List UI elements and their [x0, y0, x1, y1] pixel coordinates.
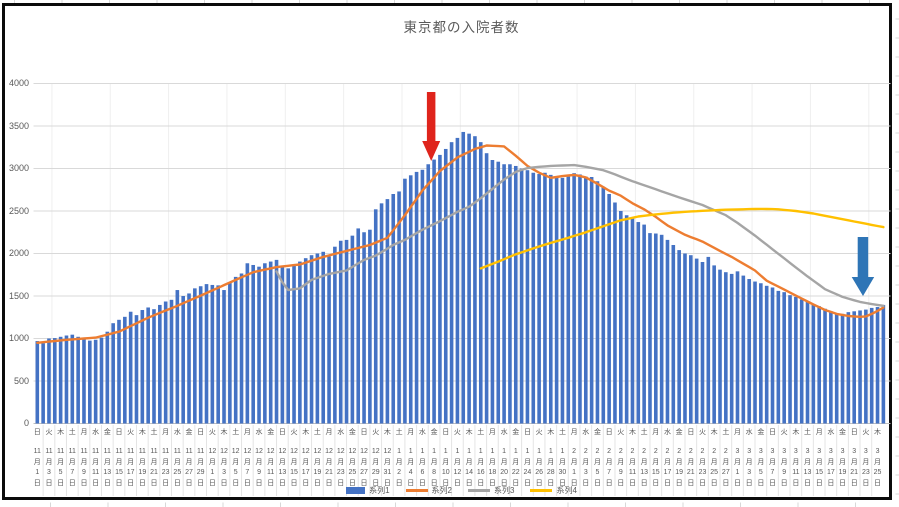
x-tick-label: 火 1 月 26 日	[535, 429, 543, 487]
x-tick-label: 火 2 月 23 日	[698, 429, 707, 487]
x-tick-label: 水 12 月 23 日	[336, 429, 345, 487]
x-tick-label: 月 11 月 9 日	[80, 429, 88, 487]
x-tick-label: 土 11 月 7 日	[68, 429, 76, 487]
legend-item[interactable]: 系列4	[530, 485, 577, 496]
x-tick-label: 木 1 月 28 日	[546, 429, 555, 487]
x-tick-label: 日 11 月 15 日	[115, 429, 123, 487]
x-tick-label: 土 12 月 19 日	[313, 429, 322, 487]
x-tick-label: 日 11 月 1 日	[33, 429, 41, 487]
x-tick-label: 月 3 月 15 日	[815, 429, 824, 487]
y-tick-label: 1000	[8, 333, 29, 343]
y-tick-label: 1500	[8, 290, 29, 301]
chart-title: 東京都の入院者数	[403, 20, 520, 35]
legend-label: 系列3	[494, 485, 515, 495]
y-tick-label: 3500	[8, 120, 29, 131]
x-tick-label: 金 11 月 27 日	[185, 429, 193, 487]
x-tick-label: 火 1 月 12 日	[453, 429, 462, 487]
x-tick-label: 日 12 月 13 日	[278, 429, 287, 487]
x-tick-label: 木 2 月 25 日	[710, 429, 719, 487]
x-tick-label: 日 12 月 27 日	[360, 429, 368, 487]
x-tick-label: 土 1 月 30 日	[558, 429, 567, 487]
y-tick-label: 4000	[8, 78, 29, 88]
y-tick-label: 3000	[8, 163, 29, 173]
x-tick-label: 火 3 月 23 日	[861, 429, 870, 487]
x-tick-label: 火 12 月 15 日	[290, 429, 298, 487]
x-tick-label: 月 2 月 15 日	[651, 429, 660, 487]
x-tick-label: 金 3 月 19 日	[838, 429, 847, 487]
y-tick-label: 2000	[8, 248, 29, 258]
x-tick-label: 水 12 月 9 日	[255, 429, 263, 487]
x-tick-label: 月 1 月 18 日	[488, 429, 497, 487]
x-tick-label: 水 2 月 17 日	[663, 429, 672, 487]
x-tick-label: 土 2 月 27 日	[721, 429, 730, 487]
legend-item[interactable]: 系列1	[346, 485, 390, 496]
legend: 系列1 系列2 系列3 系列4	[33, 483, 890, 497]
x-tick-label: 日 1 月 24 日	[523, 429, 532, 487]
x-tick-label: 水 1 月 20 日	[500, 429, 508, 487]
legend-bar-swatch-icon	[346, 486, 366, 494]
x-tick-label: 土 3 月 13 日	[803, 429, 812, 487]
x-tick-label: 水 3 月 17 日	[826, 429, 835, 487]
y-tick-label: 2500	[8, 205, 29, 216]
x-tick-label: 金 12 月 25 日	[348, 429, 357, 487]
x-tick-label: 日 1 月 10 日	[441, 429, 450, 487]
x-tick-label: 金 2 月 19 日	[675, 429, 684, 487]
y-tick-label: 0	[23, 418, 29, 428]
legend-label: 系列4	[556, 485, 577, 495]
x-tick-label: 土 1 月 16 日	[476, 429, 485, 487]
x-tick-label: 金 1 月 22 日	[511, 429, 520, 487]
x-tick-label: 月 12 月 21 日	[325, 429, 333, 487]
x-tick-label: 金 12 月 11 日	[266, 429, 275, 487]
x-tick-label: 土 11 月 21 日	[150, 429, 158, 487]
x-tick-label: 木 11 月 5 日	[56, 429, 65, 487]
chart-object[interactable]	[2, 3, 892, 500]
x-tick-label: 水 11 月 25 日	[173, 429, 182, 487]
legend-label: 系列1	[369, 485, 390, 495]
x-tick-label: 木 2 月 11 日	[628, 429, 637, 487]
x-tick-label: 木 12 月 31 日	[383, 429, 392, 487]
x-tick-label: 火 12 月 29 日	[371, 429, 380, 487]
x-tick-label: 土 2 月 13 日	[640, 429, 649, 487]
legend-line-swatch-icon	[468, 488, 490, 492]
x-tick-label: 水 11 月 11 日	[92, 429, 100, 487]
x-tick-label: 金 11 月 13 日	[103, 429, 112, 487]
x-tick-label: 日 2 月 21 日	[686, 429, 695, 487]
legend-line-swatch-icon	[530, 488, 553, 492]
legend-label: 系列2	[431, 485, 452, 495]
x-tick-label: 月 12 月 7 日	[243, 429, 252, 487]
x-tick-label: 木 3 月 11 日	[792, 429, 800, 487]
x-tick-label: 木 3 月 25 日	[873, 429, 882, 487]
legend-line-swatch-icon	[405, 488, 428, 492]
x-tick-label: 日 3 月 21 日	[850, 429, 859, 487]
x-tick-label: 火 12 月 1 日	[208, 429, 217, 487]
legend-item[interactable]: 系列3	[468, 485, 514, 496]
x-tick-label: 日 11 月 29 日	[196, 429, 205, 487]
y-tick-label: 500	[13, 375, 29, 386]
x-tick-label: 火 11 月 3 日	[45, 429, 53, 487]
x-tick-label: 土 12 月 5 日	[231, 429, 240, 487]
x-tick-label: 月 11 月 23 日	[161, 429, 170, 487]
x-tick-label: 木 1 月 14 日	[465, 429, 473, 487]
legend-item[interactable]: 系列2	[405, 485, 452, 496]
x-tick-label: 木 12 月 17 日	[301, 429, 310, 487]
x-tick-label: 木 11 月 19 日	[138, 429, 147, 487]
x-tick-label: 木 12 月 3 日	[220, 429, 228, 487]
x-tick-label: 火 11 月 17 日	[126, 429, 135, 487]
